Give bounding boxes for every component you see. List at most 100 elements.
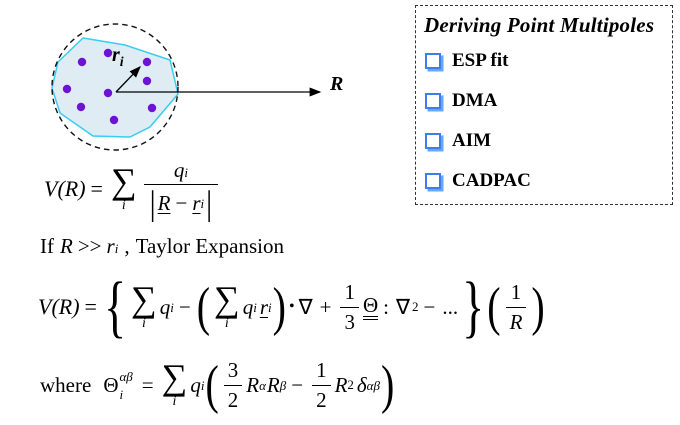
fraction-numerator: 1 bbox=[312, 359, 331, 384]
sigma-symbol: ∑ bbox=[161, 356, 188, 397]
math-token: If bbox=[40, 234, 54, 258]
math-token: where bbox=[40, 372, 92, 397]
math-superscript: 2 bbox=[412, 299, 419, 314]
method-label: CADPAC bbox=[452, 170, 531, 191]
math-token: r bbox=[192, 191, 201, 216]
method-item-cadpac: CADPAC bbox=[416, 161, 672, 201]
math-subscript: i bbox=[184, 164, 188, 180]
math-subscript: i bbox=[170, 299, 174, 315]
math-token: r bbox=[259, 294, 268, 319]
charge-dot bbox=[142, 76, 152, 86]
panel-title: Deriving Point Multipoles bbox=[424, 13, 655, 37]
summation: ∑ i bbox=[161, 356, 188, 410]
fraction-denominator: 2 bbox=[312, 384, 331, 412]
math-subscript: i bbox=[114, 241, 119, 256]
math-superscript: 2 bbox=[347, 377, 354, 392]
boundary-dashed-circle bbox=[51, 23, 179, 151]
sigma-symbol: ∑ bbox=[214, 278, 240, 319]
math-token: 2 bbox=[316, 387, 327, 412]
script-stack: αβ i bbox=[119, 370, 132, 401]
dot-operator: • bbox=[288, 298, 295, 315]
math-token: = bbox=[84, 294, 97, 319]
math-token: , bbox=[124, 234, 130, 258]
math-subscript: αβ bbox=[366, 377, 380, 393]
math-token: q bbox=[190, 372, 201, 397]
math-token: 3 bbox=[344, 309, 355, 334]
quadrupole-tensor-symbol: Θ bbox=[362, 294, 379, 320]
math-token: 1 bbox=[510, 280, 522, 305]
math-superscript: αβ bbox=[119, 368, 133, 384]
math-subscript: α bbox=[259, 377, 266, 393]
math-token: 2 bbox=[227, 387, 239, 412]
summation-index: i bbox=[121, 198, 126, 214]
method-item-dma: DMA bbox=[416, 81, 672, 121]
left-paren: ( bbox=[487, 275, 501, 337]
math-subscript: i bbox=[200, 196, 205, 212]
math-token: r bbox=[112, 44, 120, 66]
bullet-square-icon bbox=[425, 93, 441, 109]
charge-dot bbox=[142, 57, 152, 67]
method-label: ESP fit bbox=[452, 50, 509, 71]
math-token: >> bbox=[77, 234, 102, 258]
charge-dot bbox=[77, 57, 87, 67]
math-token: r bbox=[106, 234, 115, 258]
summation: ∑ i bbox=[214, 278, 240, 332]
summation-index: i bbox=[172, 394, 177, 410]
math-token: + bbox=[319, 294, 332, 319]
sigma-symbol: ∑ bbox=[110, 160, 137, 201]
charge-dot bbox=[109, 115, 119, 125]
vertical-bar: | bbox=[149, 184, 156, 223]
math-subscript: i bbox=[253, 299, 257, 315]
math-token: R bbox=[246, 372, 260, 397]
right-brace: } bbox=[462, 268, 485, 345]
math-subscript: i bbox=[268, 299, 272, 315]
fraction-denominator: R bbox=[505, 306, 527, 333]
method-item-esp-fit: ESP fit bbox=[416, 41, 672, 81]
nabla-symbol: ∇ bbox=[298, 294, 313, 319]
right-paren: ) bbox=[380, 353, 395, 415]
math-token: δ bbox=[356, 372, 367, 397]
method-item-aim: AIM bbox=[416, 121, 672, 161]
math-token: Taylor Expansion bbox=[135, 234, 284, 258]
fraction: 1 R bbox=[505, 280, 527, 333]
math-token: − bbox=[291, 372, 304, 397]
math-token: V(R) bbox=[44, 176, 86, 201]
fraction-denominator: 2 bbox=[223, 384, 243, 412]
charge-dot bbox=[76, 102, 86, 112]
math-token: q bbox=[242, 294, 254, 319]
ri-vector-label: ri bbox=[112, 45, 124, 70]
summation-index: i bbox=[224, 316, 229, 332]
math-subscript: i bbox=[200, 377, 205, 393]
left-paren: ( bbox=[205, 353, 219, 415]
summation: ∑ i bbox=[131, 278, 157, 332]
math-token: R bbox=[60, 234, 73, 258]
left-paren: ( bbox=[196, 275, 211, 337]
charge-dot bbox=[103, 88, 113, 98]
fraction-numerator: 3 bbox=[224, 359, 243, 384]
right-paren: ) bbox=[272, 275, 286, 337]
bullet-square-icon bbox=[425, 53, 441, 69]
method-label: DMA bbox=[452, 90, 498, 111]
charge-dot bbox=[147, 103, 157, 113]
left-brace: { bbox=[103, 268, 127, 345]
sigma-symbol: ∑ bbox=[131, 278, 157, 319]
math-token: 3 bbox=[227, 358, 239, 383]
math-token: 1 bbox=[344, 280, 355, 305]
right-paren: ) bbox=[531, 275, 545, 337]
fraction: 1 2 bbox=[312, 359, 331, 412]
math-token: R bbox=[266, 372, 280, 397]
quadrupole-tensor-symbol: Θ bbox=[103, 372, 119, 397]
fraction-denominator: 3 bbox=[340, 306, 359, 334]
fraction-numerator: 1 bbox=[340, 281, 359, 306]
bullet-square-icon bbox=[425, 133, 441, 149]
nabla-symbol: ∇ bbox=[395, 294, 411, 319]
summation-index: i bbox=[141, 316, 146, 332]
vertical-bar: | bbox=[206, 184, 213, 223]
math-token: 1 bbox=[316, 358, 327, 383]
